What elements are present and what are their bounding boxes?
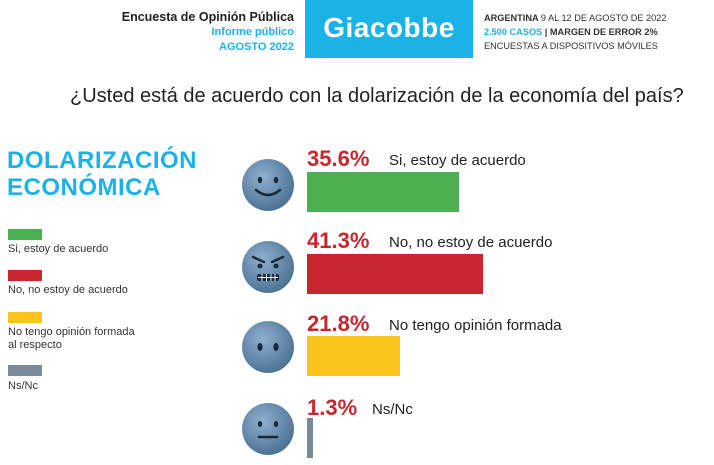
flat-mouth-face-icon: [242, 403, 294, 455]
value-label-yes: 35.6%: [307, 146, 370, 171]
question: ¿Usted está de acuerdo con la dolarizaci…: [70, 85, 684, 107]
bar-yes: [307, 172, 459, 212]
bar-no: [307, 254, 483, 294]
legend-label-no-opinion-line2: al respecto: [8, 339, 62, 351]
country: ARGENTINA: [484, 13, 539, 23]
legend-swatch-no-opinion: [8, 312, 42, 323]
brand-logo: Giacobbe: [305, 0, 473, 58]
legend-swatch-nsnc: [8, 365, 42, 376]
legend-label-no: No, no estoy de acuerdo: [8, 284, 128, 296]
bar-no-opinion: [307, 336, 400, 376]
value-label-nsnc: 1.3%: [307, 395, 358, 420]
chart-title: DOLARIZACIÓN ECONÓMICA: [7, 147, 197, 201]
cases: 2.500 CASOS: [484, 27, 543, 37]
smile-face-icon: [242, 159, 294, 211]
legend-swatch-no: [8, 270, 42, 281]
legend-label-yes: Si, estoy de acuerdo: [8, 243, 109, 255]
header-right: ARGENTINA 9 AL 12 DE AGOSTO DE 2022 2.50…: [484, 11, 666, 53]
value-label-no-opinion: 21.8%: [307, 311, 370, 336]
legend-swatch-yes: [8, 229, 42, 240]
method: ENCUESTAS A DISPOSITIVOS MÓVILES: [484, 41, 658, 51]
value-label-no: 41.3%: [307, 228, 370, 253]
category-label-no: No, no estoy de acuerdo: [389, 234, 553, 251]
legend-label-nsnc: Ns/Nc: [8, 380, 38, 392]
category-label-nsnc: Ns/Nc: [372, 401, 413, 418]
category-label-no-opinion: No tengo opinión formada: [389, 317, 562, 334]
title-line-2: ECONÓMICA: [7, 174, 161, 201]
date-line: AGOSTO 2022: [219, 41, 294, 53]
title-line-1: DOLARIZACIÓN: [7, 147, 197, 174]
survey-line: Encuesta de Opinión Pública: [121, 10, 294, 24]
bar-nsnc: [307, 418, 313, 458]
category-label-yes: Si, estoy de acuerdo: [389, 152, 526, 169]
header-left: Encuesta de Opinión Pública Informe públ…: [122, 10, 294, 55]
angry-face-icon: [242, 241, 294, 293]
neutral-face-icon: [242, 321, 294, 373]
margin-of-error: | MARGEN DE ERROR 2%: [544, 27, 658, 37]
field-dates: 9 AL 12 DE AGOSTO DE 2022: [540, 13, 667, 23]
legend-label-no-opinion: No tengo opinión formada al respecto: [8, 326, 135, 352]
report-line: Informe público: [211, 26, 295, 38]
legend-label-no-opinion-line1: No tengo opinión formada: [8, 326, 135, 338]
